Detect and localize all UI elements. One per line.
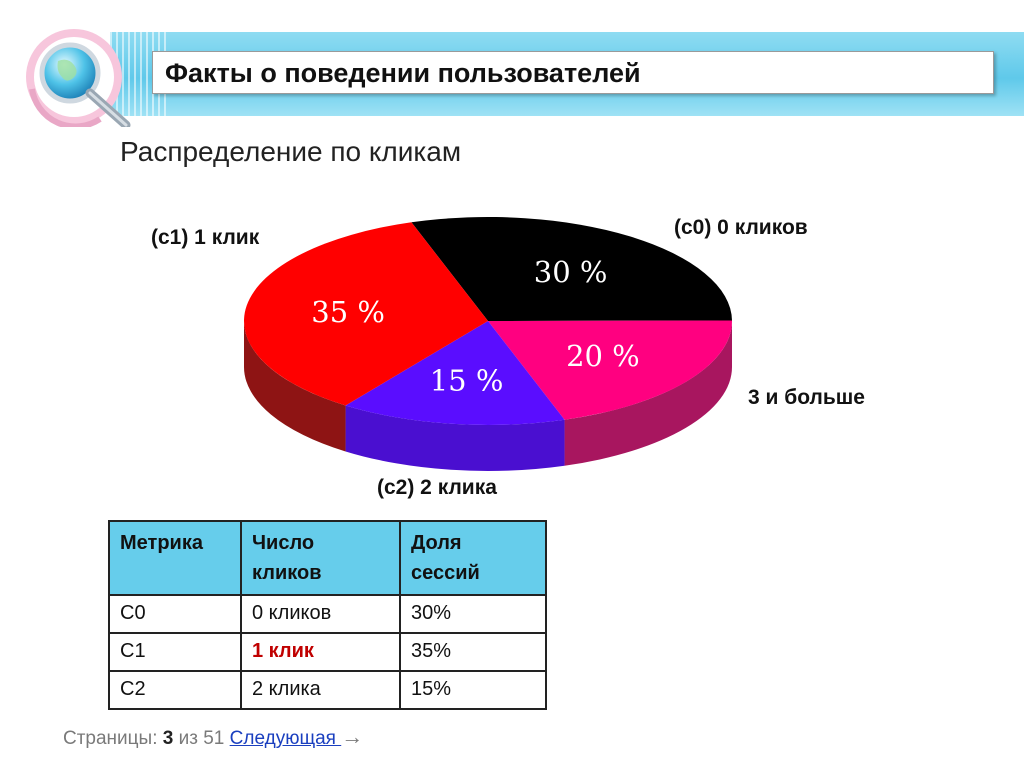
- table-row: С0 0 кликов 30%: [108, 594, 547, 634]
- slice-value-label-3: 35 %: [311, 295, 385, 329]
- pie-side-1: [564, 321, 732, 466]
- table-cell: С2: [108, 670, 242, 710]
- pager-current-page: 3: [162, 728, 174, 749]
- table-header-cell: Метрика: [108, 520, 242, 596]
- table-cell: 2 клика: [240, 670, 401, 710]
- table-header-row: Метрика Число кликов Доля сессий: [108, 520, 547, 596]
- metrics-table: Метрика Число кликов Доля сессий С0 0 клик…: [108, 520, 547, 710]
- table-cell: 0 кликов: [240, 594, 401, 634]
- pagination: Страницы: 3 из 51 Следующая →: [63, 724, 363, 750]
- slice-value-label-0: 30 %: [534, 255, 608, 289]
- pie-side-3: [244, 321, 346, 452]
- pie-slice-2: [345, 321, 565, 425]
- arrow-right-icon: →: [341, 724, 364, 749]
- category-label-c2: (с2) 2 клика: [377, 476, 497, 499]
- pie-slice-0: [411, 217, 732, 321]
- pie-chart: 30 % 20 % 15 % 35 % (с0) 0 кликов 3 и больш…: [130, 195, 930, 505]
- category-label-c0: (с0) 0 кликов: [674, 216, 808, 239]
- pie-slice-3: [243, 222, 488, 406]
- pager-total: из 51: [178, 728, 225, 749]
- table-cell: 35%: [399, 632, 547, 672]
- next-page-link[interactable]: Следующая: [229, 728, 342, 749]
- table-cell: С1: [108, 632, 242, 672]
- category-label-3plus: 3 и больше: [748, 386, 865, 409]
- slice-value-label-1: 20 %: [566, 339, 640, 373]
- table-header-cell: Доля сессий: [399, 520, 547, 596]
- table-cell: 1 клик: [240, 632, 401, 672]
- table-cell: 15%: [399, 670, 547, 710]
- chart-subtitle: Распределение по кликам: [120, 136, 462, 167]
- page-title: Факты о поведении пользователей: [165, 58, 641, 88]
- pie-side-2: [345, 405, 565, 471]
- pie-slice-1: [488, 320, 732, 420]
- category-label-c1: (с1) 1 клик: [151, 226, 260, 249]
- table-row: С1 1 клик 35%: [108, 632, 547, 672]
- table-header-cell: Число кликов: [240, 520, 401, 596]
- pager-prefix: Страницы:: [63, 728, 158, 749]
- magnifier-globe-logo: [22, 27, 138, 130]
- table-row: С2 2 клика 15%: [108, 670, 547, 710]
- table-cell: 30%: [399, 594, 547, 634]
- title-box: Факты о поведении пользователей: [152, 51, 994, 94]
- pie-chart-svg: 30 % 20 % 15 % 35 %: [243, 217, 732, 471]
- slice-value-label-2: 15 %: [430, 364, 504, 398]
- table-cell: С0: [108, 594, 242, 634]
